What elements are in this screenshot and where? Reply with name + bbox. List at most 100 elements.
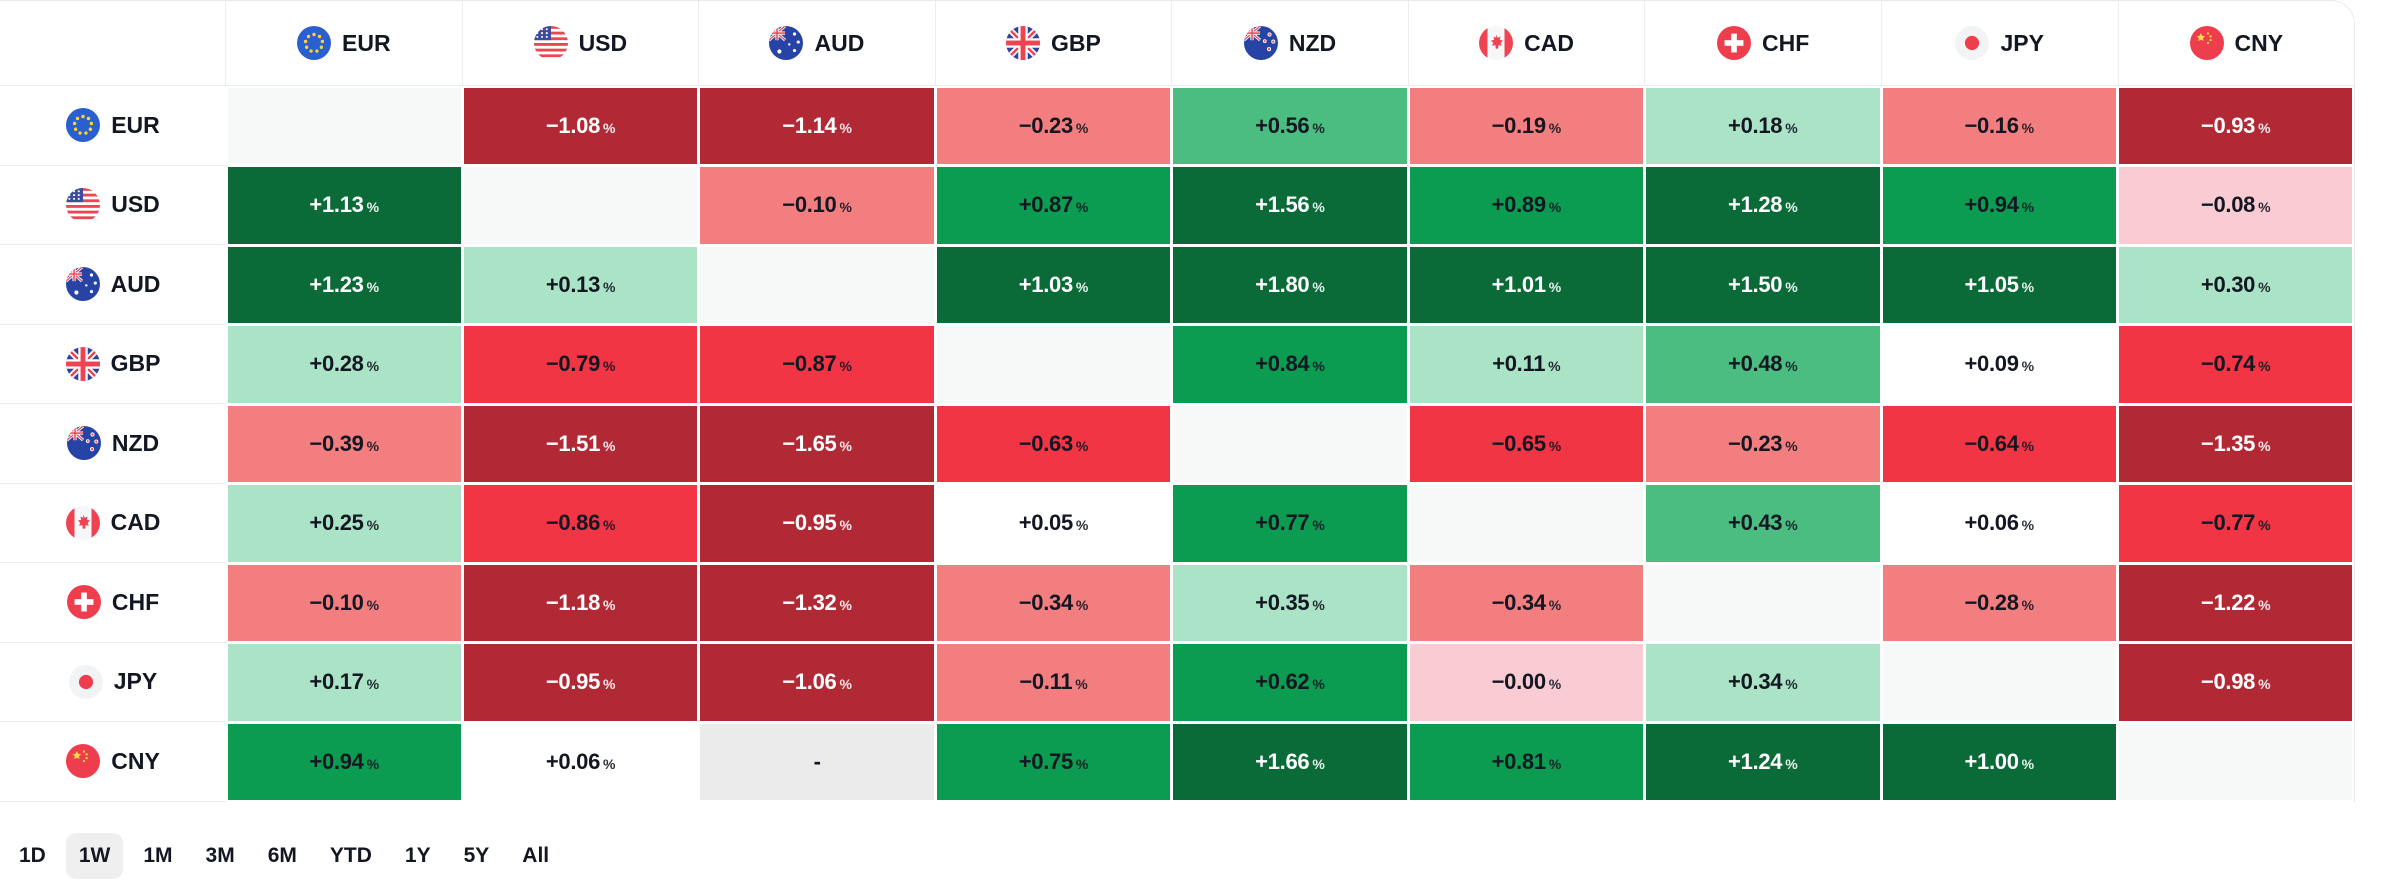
heatmap-cell-NZD-AUD[interactable]: −1.65%	[698, 404, 936, 484]
cell-value: +0.89	[1491, 192, 1546, 218]
heatmap-cell-JPY-GBP[interactable]: −0.11%	[935, 642, 1172, 722]
heatmap-cell-NZD-EUR[interactable]: −0.39%	[226, 404, 463, 484]
percent-sign: %	[1548, 119, 1562, 136]
heatmap-cell-CHF-EUR[interactable]: −0.10%	[226, 563, 463, 643]
heatmap-cell-EUR-JPY[interactable]: −0.16%	[1881, 86, 2118, 166]
timeframe-button-1Y[interactable]: 1Y	[392, 833, 444, 879]
heatmap-cell-USD-CHF[interactable]: +1.28%	[1644, 165, 1882, 245]
heatmap-cell-NZD-JPY[interactable]: −0.64%	[1881, 404, 2118, 484]
heatmap-cell-CAD-JPY[interactable]: +0.06%	[1881, 483, 2118, 563]
heatmap-cell-GBP-EUR[interactable]: +0.28%	[226, 324, 463, 404]
percent-sign: %	[603, 437, 616, 454]
heatmap-cell-JPY-CHF[interactable]: +0.34%	[1644, 642, 1882, 722]
heatmap-cell-USD-CNY[interactable]: −0.08%	[2117, 165, 2354, 245]
timeframe-button-YTD[interactable]: YTD	[317, 833, 385, 879]
heatmap-cell-GBP-CHF[interactable]: +0.48%	[1644, 324, 1882, 404]
heatmap-cell-CNY-USD[interactable]: +0.06%	[462, 722, 699, 802]
heatmap-cell-AUD-JPY[interactable]: +1.05%	[1881, 245, 2118, 325]
heatmap-cell-USD-JPY[interactable]: +0.94%	[1881, 165, 2118, 245]
heatmap-cell-USD-EUR[interactable]: +1.13%	[226, 165, 463, 245]
heatmap-cell-CAD-CNY[interactable]: −0.77%	[2117, 483, 2354, 563]
heatmap-cell-GBP-JPY[interactable]: +0.09%	[1881, 324, 2118, 404]
timeframe-button-6M[interactable]: 6M	[255, 833, 310, 879]
heatmap-cell-USD-AUD[interactable]: −0.10%	[698, 165, 936, 245]
timeframe-button-3M[interactable]: 3M	[193, 833, 248, 879]
heatmap-cell-AUD-CAD[interactable]: +1.01%	[1408, 245, 1645, 325]
heatmap-cell-CAD-EUR[interactable]: +0.25%	[226, 483, 463, 563]
cell-value: +1.56	[1255, 192, 1310, 218]
percent-sign: %	[839, 358, 852, 375]
heatmap-cell-AUD-NZD[interactable]: +1.80%	[1171, 245, 1409, 325]
heatmap-cell-NZD-CAD[interactable]: −0.65%	[1408, 404, 1645, 484]
cell-value: −0.11	[1019, 669, 1073, 695]
heatmap-cell-USD-CAD[interactable]: +0.89%	[1408, 165, 1645, 245]
heatmap-cell-JPY-EUR[interactable]: +0.17%	[226, 642, 463, 722]
heatmap-cell-CNY-JPY[interactable]: +1.00%	[1881, 722, 2118, 802]
heatmap-cell-CNY-CHF[interactable]: +1.24%	[1644, 722, 1882, 802]
heatmap-cell-EUR-USD[interactable]: −1.08%	[462, 86, 699, 166]
heatmap-cell-JPY-AUD[interactable]: −1.06%	[698, 642, 936, 722]
heatmap-cell-EUR-AUD[interactable]: −1.14%	[698, 86, 936, 166]
heatmap-cell-value-box: +1.56%	[1173, 167, 1407, 244]
heatmap-cell-GBP-NZD[interactable]: +0.84%	[1171, 324, 1409, 404]
heatmap-cell-AUD-CHF[interactable]: +1.50%	[1644, 245, 1882, 325]
percent-sign: %	[603, 517, 616, 534]
heatmap-cell-AUD-CNY[interactable]: +0.30%	[2117, 245, 2354, 325]
row-header-GBP: GBP	[0, 324, 226, 404]
heatmap-cell-CNY-GBP[interactable]: +0.75%	[935, 722, 1172, 802]
heatmap-cell-CAD-AUD[interactable]: −0.95%	[698, 483, 936, 563]
heatmap-cell-value-box	[463, 167, 698, 244]
heatmap-cell-CNY-CAD[interactable]: +0.81%	[1408, 722, 1645, 802]
heatmap-cell-AUD-USD[interactable]: +0.13%	[462, 245, 699, 325]
heatmap-cell-CHF-AUD[interactable]: −1.32%	[698, 563, 936, 643]
percent-sign: %	[1075, 437, 1089, 454]
heatmap-cell-CHF-CHF	[1644, 563, 1882, 643]
heatmap-cell-EUR-CNY[interactable]: −0.93%	[2117, 86, 2354, 166]
heatmap-cell-CHF-NZD[interactable]: +0.35%	[1171, 563, 1409, 643]
heatmap-cell-EUR-CAD[interactable]: −0.19%	[1408, 86, 1645, 166]
cell-value: −0.23	[1018, 112, 1073, 138]
heatmap-cell-GBP-AUD[interactable]: −0.87%	[698, 324, 936, 404]
heatmap-cell-EUR-GBP[interactable]: −0.23%	[935, 86, 1172, 166]
heatmap-cell-USD-NZD[interactable]: +1.56%	[1171, 165, 1409, 245]
timeframe-button-All[interactable]: All	[509, 833, 562, 879]
heatmap-cell-CNY-NZD[interactable]: +1.66%	[1171, 722, 1409, 802]
heatmap-cell-CNY-AUD[interactable]: -	[698, 722, 936, 802]
heatmap-cell-CNY-EUR[interactable]: +0.94%	[226, 722, 463, 802]
heatmap-cell-value-box: +0.30%	[2119, 246, 2353, 323]
heatmap-cell-CAD-USD[interactable]: −0.86%	[462, 483, 699, 563]
cell-value: +0.18	[1728, 112, 1783, 138]
heatmap-cell-JPY-CNY[interactable]: −0.98%	[2117, 642, 2354, 722]
heatmap-row-GBP: GBP +0.28% −0.79% −0.87% +0.84% +0.11% +0.48% +…	[0, 324, 2354, 404]
heatmap-cell-CHF-USD[interactable]: −1.18%	[462, 563, 699, 643]
heatmap-cell-AUD-EUR[interactable]: +1.23%	[226, 245, 463, 325]
heatmap-cell-EUR-NZD[interactable]: +0.56%	[1171, 86, 1409, 166]
timeframe-button-1D[interactable]: 1D	[6, 833, 59, 879]
heatmap-cell-CHF-GBP[interactable]: −0.34%	[935, 563, 1172, 643]
heatmap-cell-CHF-CNY[interactable]: −1.22%	[2117, 563, 2354, 643]
heatmap-cell-CHF-CAD[interactable]: −0.34%	[1408, 563, 1645, 643]
timeframe-button-1M[interactable]: 1M	[130, 833, 185, 879]
heatmap-cell-CAD-GBP[interactable]: +0.05%	[935, 483, 1172, 563]
heatmap-cell-CHF-JPY[interactable]: −0.28%	[1881, 563, 2118, 643]
heatmap-cell-NZD-CNY[interactable]: −1.35%	[2117, 404, 2354, 484]
heatmap-cell-CAD-CHF[interactable]: +0.43%	[1644, 483, 1882, 563]
heatmap-cell-CAD-NZD[interactable]: +0.77%	[1171, 483, 1409, 563]
heatmap-cell-USD-GBP[interactable]: +0.87%	[935, 165, 1172, 245]
heatmap-cell-NZD-USD[interactable]: −1.51%	[462, 404, 699, 484]
cell-value: +0.43	[1728, 510, 1783, 536]
heatmap-cell-JPY-USD[interactable]: −0.95%	[462, 642, 699, 722]
heatmap-cell-NZD-GBP[interactable]: −0.63%	[935, 404, 1172, 484]
heatmap-cell-JPY-CAD[interactable]: −0.00%	[1408, 642, 1645, 722]
timeframe-button-1W[interactable]: 1W	[65, 832, 124, 879]
heatmap-cell-EUR-CHF[interactable]: +0.18%	[1644, 86, 1882, 166]
heatmap-cell-value-box: +0.35%	[1173, 564, 1407, 641]
heatmap-cell-GBP-CNY[interactable]: −0.74%	[2117, 324, 2354, 404]
heatmap-cell-JPY-NZD[interactable]: +0.62%	[1171, 642, 1409, 722]
heatmap-cell-GBP-USD[interactable]: −0.79%	[462, 324, 699, 404]
heatmap-cell-NZD-CHF[interactable]: −0.23%	[1644, 404, 1882, 484]
timeframe-button-5Y[interactable]: 5Y	[451, 833, 503, 879]
cell-value: −0.98	[2200, 669, 2256, 695]
heatmap-cell-AUD-GBP[interactable]: +1.03%	[935, 245, 1172, 325]
heatmap-cell-GBP-CAD[interactable]: +0.11%	[1408, 324, 1645, 404]
